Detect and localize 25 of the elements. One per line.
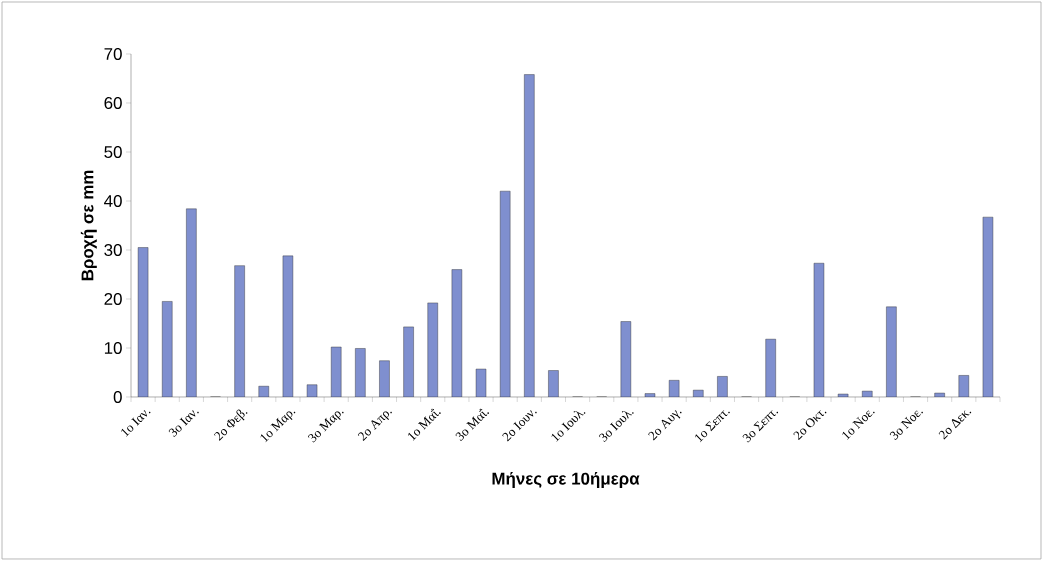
y-tick-label: 30: [104, 243, 122, 256]
x-tick-label: 1ο Ιουλ.: [551, 410, 586, 442]
y-tick-label: 10: [104, 341, 122, 354]
x-tick-label: 2ο Δεκ.: [938, 410, 972, 440]
x-tick-label: 3ο Μαρ.: [307, 411, 344, 443]
x-axis-title: Μήνες σε 10ήμερα: [492, 472, 640, 488]
y-tick-label: 20: [104, 292, 122, 305]
x-tick-label: 2ο Ιουν.: [502, 410, 537, 442]
x-tick-label: 3ο Νοε.: [889, 410, 923, 441]
x-tick-label: 1ο Μαΐ.: [408, 408, 441, 441]
x-tick-label: 1ο Ιαν.: [121, 410, 151, 437]
y-tick-label: 0: [113, 390, 122, 403]
y-tick-label: 40: [104, 194, 122, 207]
y-tick-label: 50: [104, 145, 122, 158]
x-tick-label: 2ο Αυγ.: [648, 410, 682, 441]
x-tick-label: 3ο Ιαν.: [168, 410, 199, 438]
y-tick-label: 70: [104, 47, 122, 60]
x-tick-label: 1ο Μαρ.: [260, 411, 296, 443]
x-tick-label: 2ο Φεβ.: [214, 409, 248, 441]
x-tick-label: 1ο Νοε.: [842, 410, 875, 440]
y-tick-label: 60: [104, 96, 122, 109]
x-tick-label: 2ο Οκτ.: [793, 410, 827, 441]
x-tick-label: 3ο Ιουλ.: [598, 410, 634, 443]
x-tick-label: 2ο Απρ.: [357, 411, 392, 442]
y-axis-title: Βροχή σε mm: [80, 170, 97, 281]
